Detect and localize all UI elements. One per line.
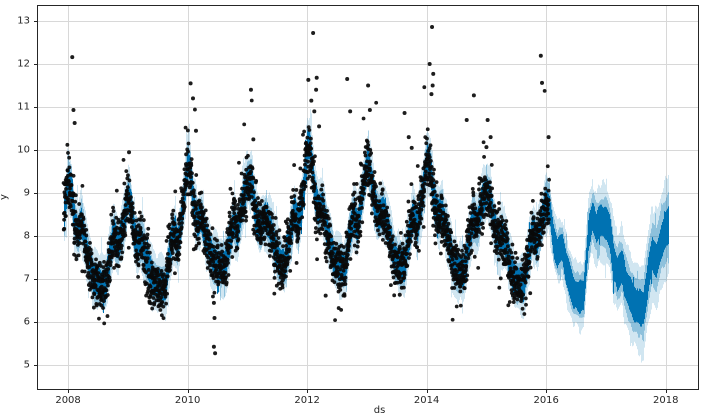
x-tick-label: 2010 [174,395,201,406]
y-tick-label: 12 [17,58,30,70]
x-tick-label: 2008 [55,395,81,406]
y-tick-label: 9 [23,187,30,199]
x-tick-label: 2012 [294,395,320,406]
x-tick-label: 2014 [413,395,440,406]
x-tick-label: 2018 [652,395,679,406]
y-tick-label: 7 [23,273,30,285]
y-tick-label: 11 [17,101,30,113]
x-axis-label: ds [373,405,386,416]
y-tick-label: 13 [17,15,30,27]
y-tick-label: 5 [23,359,30,371]
y-tick-label: 10 [17,144,30,156]
y-tick-label: 6 [23,316,30,328]
y-tick-label: 8 [23,230,30,242]
x-tick-label: 2016 [533,395,559,406]
